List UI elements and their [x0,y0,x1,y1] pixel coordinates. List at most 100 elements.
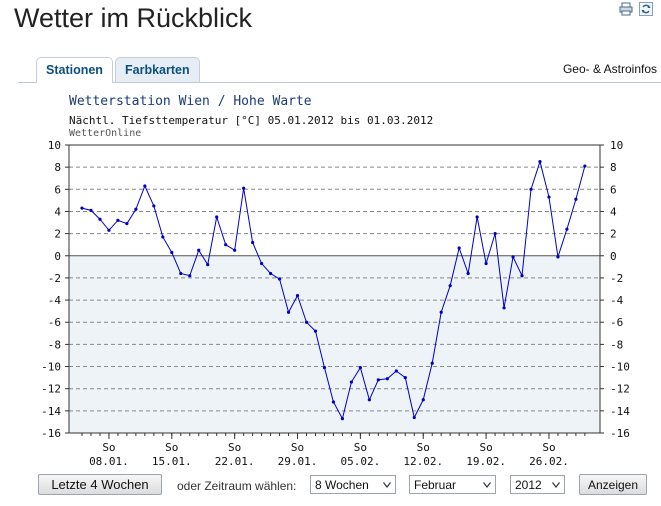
data-point [376,378,380,382]
y-tick-label-right: -14 [610,405,630,418]
data-point [197,248,201,252]
chart-subtitle: Nächtl. Tiefsttemperatur [°C] 05.01.2012… [69,114,434,127]
x-tick-day-label: So [417,441,430,454]
y-tick-label-right: -4 [610,294,624,307]
y-tick-label-right: -10 [610,361,630,374]
year-select-value: 2012 [515,478,542,492]
data-point [583,164,587,168]
year-select[interactable]: 2012 [510,475,565,494]
y-tick-label-right: -6 [610,316,623,329]
data-point [574,197,578,201]
tab-stationen[interactable]: Stationen [36,57,113,83]
y-tick-label-left: -2 [48,272,61,285]
data-point [529,187,533,191]
month-select[interactable]: Februar [409,475,496,494]
tab-bar: Stationen Farbkarten Geo- & Astroinfos [18,57,661,83]
chevron-down-icon [383,482,391,488]
data-point [152,204,156,208]
data-point [125,222,129,226]
y-tick-label-left: -14 [41,405,61,418]
data-point [466,271,470,276]
data-point [421,398,425,402]
tab-farbkarten[interactable]: Farbkarten [115,57,200,82]
x-tick-label: 19.02. [466,455,506,468]
x-tick-label: 26.02. [529,455,569,468]
page-title: Wetter im Rückblick [14,3,253,33]
y-tick-label-left: 8 [54,161,61,174]
data-point [143,184,147,188]
plot-frame [68,144,601,434]
data-point [394,369,398,373]
data-point [493,232,497,236]
weeks-select-value: 8 Wochen [315,478,369,492]
data-point [439,310,443,314]
data-point [188,274,192,278]
chart-source: WetterOnline [69,128,142,139]
y-tick-label-left: 0 [54,250,61,263]
data-point [367,398,371,402]
y-tick-label-left: -10 [41,361,61,374]
chart-title: Wetterstation Wien / Hohe Warte [69,94,312,109]
data-point [116,218,120,222]
chevron-down-icon [552,482,560,488]
data-point [242,186,246,190]
data-point [251,240,255,245]
data-point [286,310,291,314]
data-point [80,206,84,210]
y-tick-label-right: -8 [610,338,623,351]
weeks-select[interactable]: 8 Wochen [310,475,396,494]
data-point [502,306,506,310]
refresh-icon[interactable] [639,2,653,16]
y-tick-label-left: 10 [48,139,61,152]
data-point [511,255,515,259]
data-point [448,284,452,288]
x-tick-day-label: So [291,441,304,454]
data-point [547,195,551,199]
data-point [98,217,102,221]
x-tick-day-label: So [542,441,555,454]
data-point [412,415,416,420]
top-icons [619,2,653,16]
data-point [322,366,327,370]
data-point [161,235,165,239]
data-point [268,271,273,276]
data-point [206,263,210,267]
y-tick-label-left: -6 [48,316,61,329]
data-point [313,329,318,333]
y-tick-label-right: -16 [610,427,630,440]
y-tick-label-left: 6 [54,183,61,196]
y-tick-label-right: 6 [610,183,617,196]
y-tick-label-left: -4 [48,294,62,307]
data-point [260,261,264,266]
y-tick-label-left: -8 [48,338,61,351]
y-tick-label-right: 0 [610,250,617,263]
date-range-controls: Letzte 4 Wochen oder Zeitraum wählen: 8 … [0,474,661,498]
month-select-value: Februar [414,478,457,492]
geo-astroinfos-link[interactable]: Geo- & Astroinfos [562,62,657,76]
data-point [385,377,389,381]
data-point [556,255,560,259]
last-4-weeks-button[interactable]: Letzte 4 Wochen [38,474,162,495]
data-point [215,215,219,219]
data-point [304,320,309,324]
y-tick-label-left: 4 [54,205,61,218]
x-tick-label: 08.01. [89,455,129,468]
data-point [520,274,524,278]
y-tick-label-left: 2 [54,228,61,241]
y-tick-label-right: -2 [610,272,623,285]
y-tick-label-right: -12 [610,383,630,396]
data-point [107,228,111,232]
chart-plot: 10 10 8 8 6 6 4 4 2 2 0 0 -2 -2 -4 -4 -6 -6 -8 -8 -10 -10 -12 -… [41,139,630,468]
chevron-down-icon [483,482,491,488]
x-tick-label: 05.02. [341,455,381,468]
data-point [179,271,183,276]
x-tick-label: 29.01. [278,455,318,468]
y-tick-label-left: -16 [41,427,61,440]
x-tick-day-label: So [102,441,115,454]
print-icon[interactable] [619,2,633,16]
data-point [430,361,434,365]
show-button[interactable]: Anzeigen [579,474,647,495]
y-tick-label-right: 10 [610,139,623,152]
x-tick-day-label: So [354,441,367,454]
x-tick-day-label: So [479,441,492,454]
